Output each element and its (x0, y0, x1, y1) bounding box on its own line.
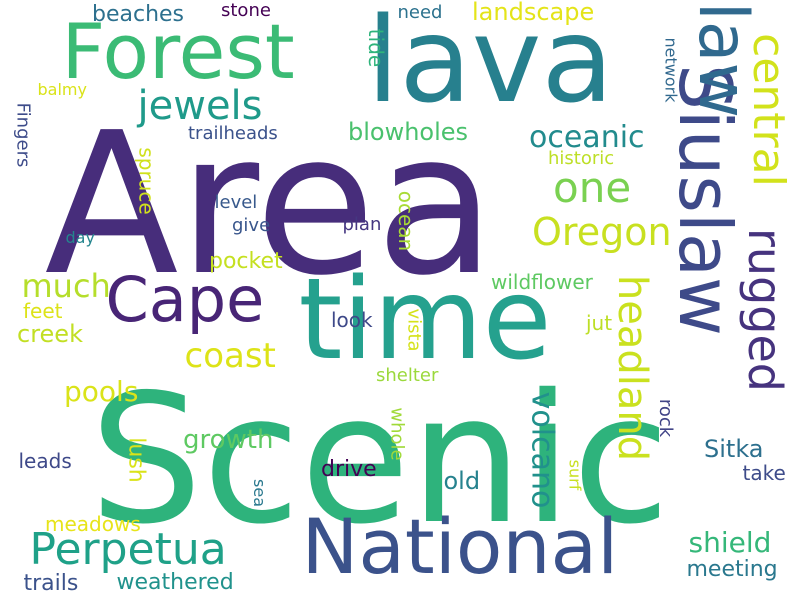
word-headland: headland (609, 274, 656, 462)
word-pocket: pocket (209, 249, 283, 274)
word-day: day (65, 228, 95, 247)
word-beaches: beaches (92, 2, 185, 27)
word-stone: stone (221, 0, 271, 21)
word-growth: growth (183, 425, 274, 455)
word-meeting: meeting (686, 557, 778, 582)
word-much: much (21, 267, 111, 305)
word-feet: feet (23, 299, 63, 323)
word-area: Area (44, 91, 496, 319)
word-fingers: Fingers (11, 102, 33, 168)
word-balmy: balmy (37, 80, 87, 99)
word-blowholes: blowholes (348, 118, 469, 146)
word-take: take (742, 461, 786, 485)
word-surf: surf (564, 459, 584, 491)
word-time: time (298, 255, 552, 385)
word-historic: historic (548, 148, 615, 169)
word-sitka: Sitka (704, 435, 764, 463)
word-plan: plan (342, 214, 382, 235)
word-spruce: spruce (134, 147, 159, 215)
word-pools: pools (64, 375, 139, 408)
word-trailheads: trailheads (188, 123, 278, 144)
word-leads: leads (18, 449, 72, 473)
word-sea: sea (249, 479, 269, 507)
word-landscape: landscape (472, 0, 595, 26)
word-central: central (742, 33, 794, 187)
word-ocean: ocean (394, 190, 419, 252)
word-give: give (232, 215, 271, 236)
word-forest: Forest (61, 7, 295, 96)
word-need: need (397, 2, 443, 23)
word-trails: trails (23, 571, 79, 596)
word-meadows: meadows (45, 512, 141, 536)
word-jut: jut (586, 311, 613, 335)
word-weathered: weathered (116, 570, 234, 595)
word-one: one (553, 163, 632, 212)
word-national: National (301, 502, 619, 591)
word-tide: tide (364, 28, 389, 68)
word-shelter: shelter (376, 365, 439, 386)
word-level: level (214, 192, 258, 213)
word-vista: vista (403, 308, 425, 352)
word-look: look (331, 308, 373, 332)
word-coast: coast (184, 336, 276, 376)
word-cape: Cape (105, 263, 265, 336)
word-old: old (443, 467, 481, 495)
word-perpetua: Perpetua (29, 524, 227, 575)
word-rugged: rugged (737, 228, 792, 392)
word-volcano: volcano (523, 391, 559, 509)
word-creek: creek (17, 320, 83, 348)
word-oceanic: oceanic (529, 120, 645, 155)
word-wildflower: wildflower (491, 270, 593, 294)
word-rock: rock (655, 398, 677, 438)
word-drive: drive (321, 457, 377, 482)
word-network: network (660, 37, 680, 103)
word-shield: shield (688, 526, 772, 559)
word-scenic: Scenic (89, 356, 671, 563)
word-jewels: jewels (137, 83, 263, 129)
word-lush: lush (123, 437, 149, 483)
word-oregon: Oregon (532, 210, 672, 254)
word-lava: lava (366, 0, 614, 129)
word-whole: whole (386, 407, 408, 461)
